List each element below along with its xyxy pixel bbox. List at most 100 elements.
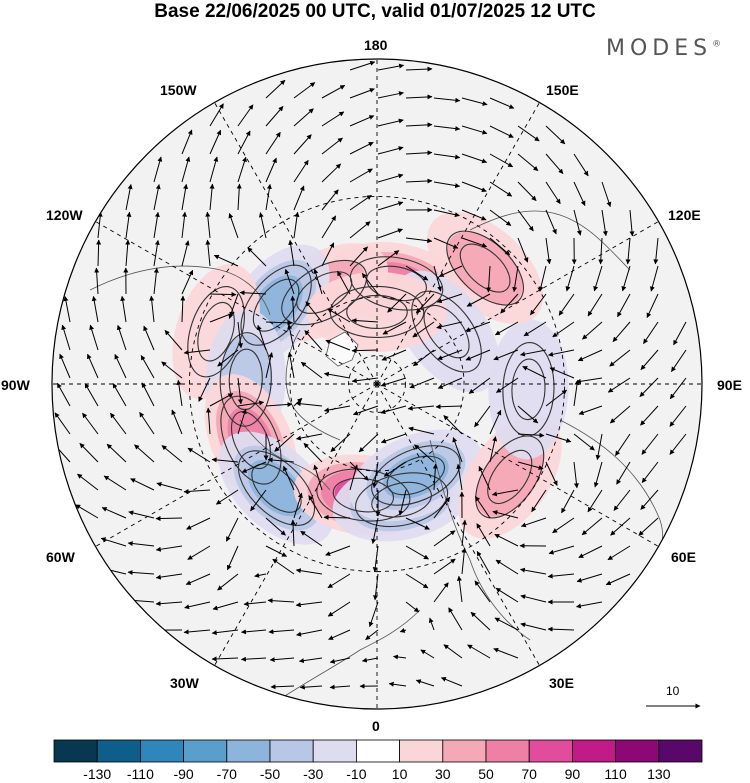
wind-arrow <box>358 433 379 453</box>
wind-arrow <box>489 209 512 226</box>
wind-arrow <box>433 530 456 547</box>
wind-arrow <box>380 433 407 444</box>
wind-arrow <box>494 533 519 547</box>
wind-arrow <box>293 159 309 183</box>
colorbar-swatch <box>183 739 228 763</box>
colorbar-tick-label: -30 <box>303 766 324 782</box>
wind-arrow <box>673 321 687 346</box>
wind-arrow <box>436 293 463 304</box>
circulation-contour <box>230 411 271 470</box>
wind-arrow <box>489 97 515 109</box>
wind-arrow <box>91 295 99 323</box>
wind-arrow <box>461 153 488 164</box>
wind-arrow <box>641 461 659 483</box>
wind-arrow <box>321 137 343 155</box>
wind-arrow <box>616 461 631 485</box>
wind-arrow <box>187 447 211 463</box>
wind-arrow <box>405 122 433 128</box>
wind-arrow <box>461 547 467 575</box>
wind-arrow <box>63 295 71 323</box>
wind-arrow <box>433 265 442 292</box>
wind-arrow <box>293 211 300 239</box>
wind-arrow <box>156 482 183 491</box>
wind-arrow <box>377 201 404 211</box>
wind-arrow <box>183 349 211 355</box>
wind-arrow <box>489 181 513 197</box>
wind-arrow <box>237 377 243 405</box>
wind-arrow <box>380 377 407 387</box>
wind-arrow <box>405 237 433 244</box>
wind-arrow <box>409 377 435 389</box>
wind-arrow <box>185 573 211 585</box>
wind-arrow <box>303 442 323 463</box>
lon-label-180: 180 <box>364 37 388 53</box>
wind-arrow <box>545 237 552 265</box>
wind-arrow <box>377 146 404 155</box>
wind-arrow <box>209 393 234 407</box>
wind-arrow <box>295 601 323 608</box>
wind-arrow <box>545 461 558 486</box>
colorbar-swatch <box>53 739 98 763</box>
wind-arrow <box>593 461 603 488</box>
wind-arrow <box>349 194 372 211</box>
wind-arrow <box>321 215 337 239</box>
wind-arrow <box>405 517 430 530</box>
wind-arrow <box>209 292 237 298</box>
wind-arrow <box>293 108 314 127</box>
wind-arrow <box>646 293 659 319</box>
wind-arrow <box>520 517 547 528</box>
wind-arrow <box>308 495 323 519</box>
wind-arrow <box>433 558 456 575</box>
wind-arrow <box>407 405 435 411</box>
circulation-contour <box>240 264 312 346</box>
wind-arrow <box>512 265 519 293</box>
colorbar-tick-label: -50 <box>259 766 281 782</box>
wind-arrow <box>295 568 323 575</box>
circulation-contour <box>371 445 461 506</box>
wind-arrow <box>517 405 539 424</box>
wind-arrow <box>153 156 163 183</box>
wind-arrow <box>265 517 286 536</box>
wind-arrow <box>461 209 487 221</box>
circulation-contour <box>511 358 546 421</box>
wind-arrow <box>323 405 351 413</box>
wind-arrow <box>587 293 603 317</box>
colorbar-swatch <box>658 739 703 763</box>
wind-arrow <box>607 545 631 561</box>
wind-arrow <box>272 558 295 575</box>
meridian <box>214 383 378 666</box>
meridian <box>376 221 659 385</box>
wind-arrow <box>237 400 265 407</box>
circulation-contour <box>355 472 449 528</box>
wind-arrow <box>240 629 267 635</box>
wind-arrow <box>610 517 631 536</box>
wind-arrow <box>361 657 379 663</box>
lon-label-0: 0 <box>372 718 380 734</box>
latitude-circle <box>289 296 465 472</box>
wind-arrow <box>300 361 323 379</box>
wind-arrow <box>181 240 190 267</box>
wind-arrow <box>669 405 687 427</box>
wind-arrow <box>153 184 161 211</box>
wind-arrow <box>573 379 580 407</box>
wind-arrow <box>443 415 463 435</box>
wind-arrow <box>669 433 687 455</box>
wind-arrow <box>321 242 335 267</box>
wind-arrow <box>161 361 183 379</box>
wind-arrow <box>437 377 463 389</box>
wind-arrow <box>349 141 374 155</box>
wind-arrow <box>545 389 568 407</box>
wind-arrow <box>209 156 219 183</box>
wind-arrow <box>287 324 295 351</box>
wind-arrow <box>461 181 487 192</box>
wind-arrow <box>236 183 242 211</box>
wind-arrow <box>467 644 491 659</box>
wind-arrow <box>398 489 407 516</box>
wind-arrow <box>601 181 612 208</box>
wind-arrow <box>75 504 99 519</box>
wind-arrow <box>290 295 296 323</box>
wind-arrow <box>56 382 71 407</box>
wind-arrow <box>128 510 155 519</box>
wind-arrow <box>549 367 575 379</box>
wind-arrow <box>492 510 519 519</box>
